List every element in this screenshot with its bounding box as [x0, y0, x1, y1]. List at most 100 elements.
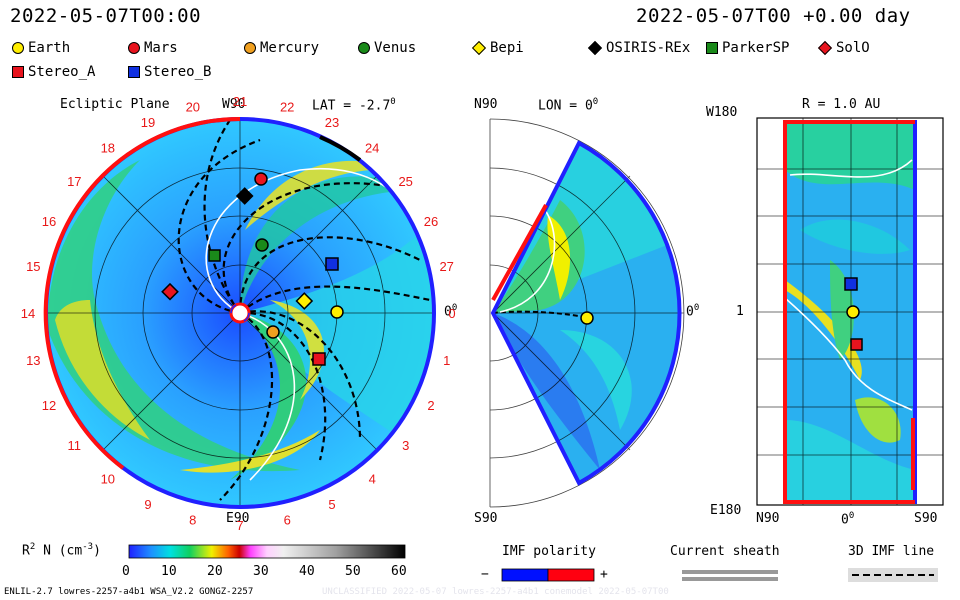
- imf-minus: −: [481, 567, 489, 582]
- map-frame: [756, 117, 944, 506]
- carrington-label: 4: [369, 472, 376, 487]
- legend-mercury: Mercury: [244, 40, 319, 56]
- meridional-earth-marker: [580, 311, 594, 325]
- carrington-label: 10: [101, 472, 115, 487]
- carrington-label: 19: [141, 115, 155, 130]
- legend-osiris: OSIRIS-REx: [587, 40, 690, 56]
- sun-inner-boundary-negative: [230, 303, 250, 323]
- carrington-label: 16: [42, 214, 56, 229]
- carrington-label: 27: [439, 259, 453, 274]
- stereo-a-marker-icon: [12, 66, 24, 78]
- carrington-label: 6: [284, 513, 291, 528]
- map-grid: [757, 118, 943, 505]
- imf-positive-bar: [547, 568, 595, 582]
- carrington-label: 22: [280, 99, 294, 114]
- bepi-marker: [295, 292, 314, 310]
- legend-mars: Mars: [128, 40, 178, 56]
- colorbar-tick-10: 10: [161, 564, 177, 579]
- map-x-right: S90: [914, 511, 938, 526]
- map-current-sheath-2: [789, 159, 913, 178]
- meridional-boundary: [490, 140, 682, 486]
- earth-marker: [330, 305, 344, 319]
- sheath-title: Current sheath: [670, 544, 780, 559]
- legend-stereo-a: Stereo_A: [12, 64, 95, 80]
- meridional-bottom-label: S90: [474, 511, 498, 526]
- carrington-label: 2: [427, 398, 434, 413]
- imf-title: IMF polarity: [502, 544, 596, 559]
- ecliptic-imf-lines: [177, 119, 431, 501]
- meridional-boundary-positive: [491, 204, 548, 301]
- map-x-left: N90: [756, 511, 780, 526]
- carrington-label: 5: [328, 497, 335, 512]
- stereo-b-marker-icon: [128, 66, 140, 78]
- venus-marker: [255, 238, 269, 252]
- sheath-sample-line-2: [682, 577, 778, 581]
- legend-bepi: Bepi: [471, 40, 524, 56]
- solo-marker: [161, 282, 179, 301]
- carrington-label: 21: [233, 94, 247, 109]
- carrington-label: 23: [325, 115, 339, 130]
- parker-marker-icon: [706, 42, 718, 54]
- header-time-right: 2022-05-07T00 +0.00 day: [636, 5, 911, 27]
- footer-right: UNCLASSIFIED 2022-05-07 lowres-2257-a4b1…: [322, 587, 669, 597]
- legend-stereo-b: Stereo_B: [128, 64, 211, 80]
- ecliptic-top-label: W90: [222, 97, 246, 112]
- meridional-right-label: 00: [686, 303, 700, 320]
- colorbar-tick-60: 60: [391, 564, 407, 579]
- stereo-a-marker: [312, 352, 326, 366]
- carrington-label: 17: [67, 174, 81, 189]
- header-time-left: 2022-05-07T00:00: [10, 5, 202, 27]
- map-earth-marker: [846, 305, 860, 319]
- mars-marker: [254, 172, 268, 186]
- parker-marker: [208, 249, 221, 262]
- imf3d-sample-bg: [848, 568, 938, 582]
- colorbar-tick-20: 20: [207, 564, 223, 579]
- legend-parker: ParkerSP: [706, 40, 789, 56]
- carrington-label: 13: [26, 353, 40, 368]
- carrington-label: 18: [101, 140, 115, 155]
- carrington-label: 12: [42, 398, 56, 413]
- osiris-marker: [235, 187, 254, 205]
- colorbar-label: R2 N (cm-3): [22, 542, 101, 559]
- carrington-label: 11: [68, 438, 82, 453]
- earth-marker-icon: [12, 42, 24, 54]
- map-y-top: W180: [706, 105, 738, 120]
- carrington-label: 14: [21, 306, 35, 321]
- legend-venus: Venus: [358, 40, 416, 56]
- legend-solo: SolO: [817, 40, 870, 56]
- ecliptic-boundary-positive: [43, 116, 241, 470]
- carrington-label: 1: [443, 353, 450, 368]
- meridional-current-sheath: [499, 209, 556, 313]
- map-boundary-positive: [783, 120, 915, 504]
- colorbar-tick-50: 50: [345, 564, 361, 579]
- map-y-bottom: E180: [710, 503, 742, 518]
- carrington-label: 3: [402, 438, 409, 453]
- ecliptic-lat: LAT = -2.70: [312, 97, 396, 114]
- footer-left: ENLIL-2.7 lowres-2257-a4b1 WSA_V2.2 GONG…: [4, 587, 254, 597]
- carrington-label: 7: [236, 518, 243, 533]
- colorbar-tick-40: 40: [299, 564, 315, 579]
- carrington-label: 20: [186, 99, 200, 114]
- imf-negative-bar: [501, 568, 549, 582]
- sheath-sample-line-1: [682, 570, 778, 574]
- map-title: R = 1.0 AU: [802, 97, 881, 112]
- carrington-label: 26: [424, 214, 438, 229]
- map-current-sheath: [784, 297, 913, 411]
- ecliptic-right-label: 00: [444, 303, 458, 320]
- colorbar-tick-30: 30: [253, 564, 269, 579]
- stereo-b-marker: [325, 257, 339, 271]
- ecliptic-bottom-label: E90: [226, 511, 250, 526]
- colorbar-tick-0: 0: [122, 564, 130, 579]
- carrington-label: 9: [144, 497, 151, 512]
- colorbar: [128, 544, 406, 559]
- map-x-mid: 00: [841, 511, 855, 528]
- map-stereo-a-marker: [850, 338, 863, 351]
- meridional-top-label: N90: [474, 97, 498, 112]
- map-stereo-b-marker: [844, 277, 858, 291]
- carrington-label: 24: [365, 140, 379, 155]
- mercury-marker-icon: [244, 42, 256, 54]
- imf3d-title: 3D IMF line: [848, 544, 935, 559]
- carrington-label: 15: [26, 259, 40, 274]
